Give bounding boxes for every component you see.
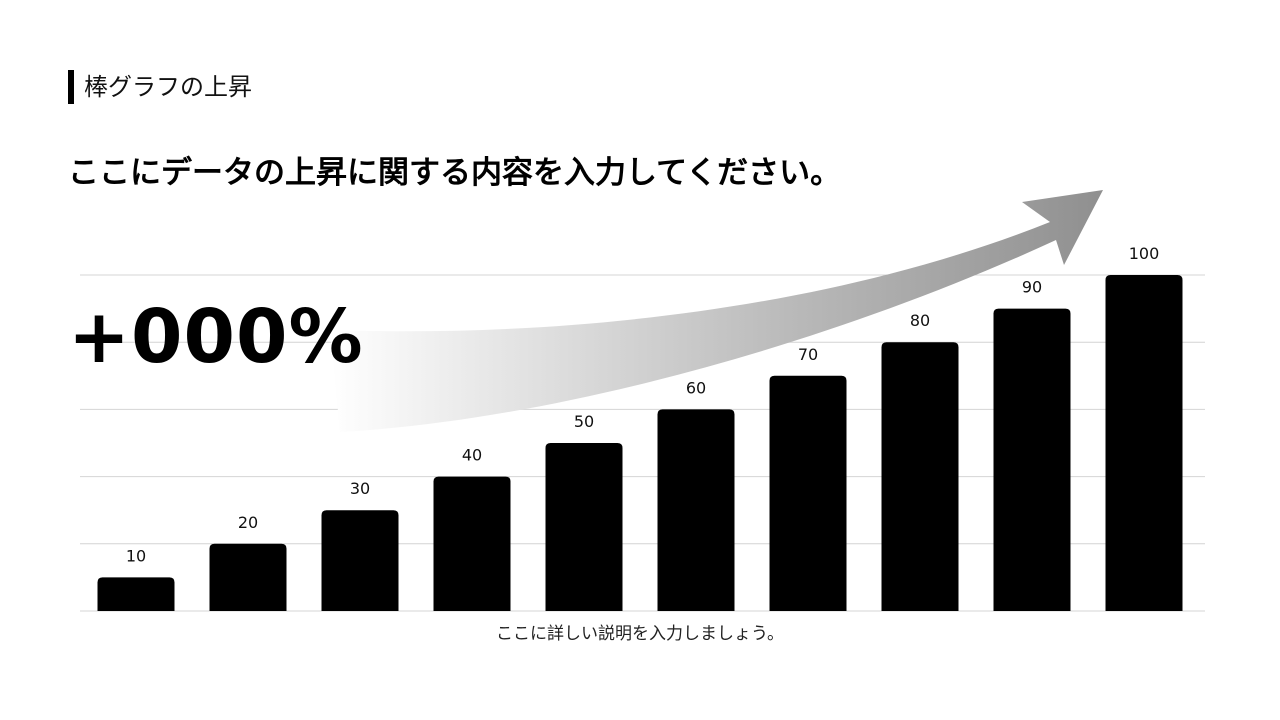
section-title: 棒グラフの上昇 <box>84 73 252 101</box>
section-accent-bar <box>68 70 74 104</box>
bar-value-label: 20 <box>238 513 258 532</box>
data-labels: 10 20 30 40 50 60 70 80 90 100 <box>126 244 1159 565</box>
bar-value-label: 50 <box>574 412 594 431</box>
bar <box>769 375 847 611</box>
section-header: 棒グラフの上昇 <box>68 70 252 104</box>
bar <box>545 443 623 611</box>
bar <box>657 409 735 611</box>
growth-percentage: +000% <box>68 294 364 380</box>
bar <box>1105 275 1183 611</box>
bar <box>993 308 1071 611</box>
headline: ここにデータの上昇に関する内容を入力してください。 <box>68 155 842 191</box>
bar-value-label: 30 <box>350 479 370 498</box>
bar-value-label: 90 <box>1022 278 1042 297</box>
rising-arrow-icon <box>330 190 1103 432</box>
bars <box>97 275 1183 611</box>
bar <box>433 476 511 611</box>
bar <box>209 543 287 611</box>
bar <box>321 510 399 611</box>
bar-value-label: 100 <box>1129 244 1160 263</box>
bar-value-label: 40 <box>462 446 482 465</box>
chart-caption: ここに詳しい説明を入力しましょう。 <box>496 624 784 644</box>
bar-value-label: 10 <box>126 546 146 565</box>
bar-value-label: 60 <box>686 378 706 397</box>
bar-value-label: 70 <box>798 345 818 364</box>
bar <box>881 342 959 611</box>
bar <box>97 577 175 611</box>
bar-value-label: 80 <box>910 311 930 330</box>
